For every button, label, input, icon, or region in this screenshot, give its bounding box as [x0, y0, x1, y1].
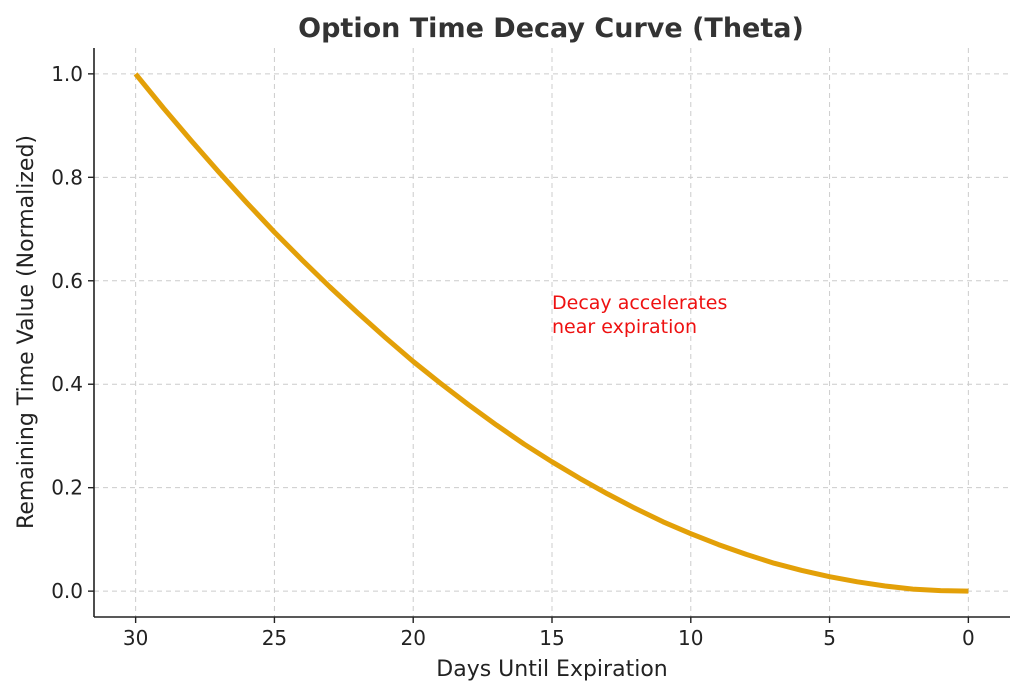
x-tick-label: 20 — [400, 626, 425, 650]
y-tick-label: 0.4 — [51, 372, 83, 396]
x-tick-label: 0 — [962, 626, 975, 650]
y-axis-label: Remaining Time Value (Normalized) — [14, 135, 39, 529]
x-tick-label: 30 — [123, 626, 148, 650]
x-axis-label: Days Until Expiration — [436, 657, 667, 682]
chart-title: Option Time Decay Curve (Theta) — [298, 13, 804, 44]
annotation-line-2: near expiration — [552, 316, 697, 338]
x-tick-label: 25 — [262, 626, 287, 650]
x-tick-label: 10 — [678, 626, 703, 650]
x-tick-label: 15 — [539, 626, 564, 650]
y-tick-label: 0.6 — [51, 269, 83, 293]
x-tick-label: 5 — [823, 626, 836, 650]
ticks: 30 25 20 15 10 5 0 0.0 0.2 0.4 0.6 0.8 1.0 — [51, 62, 975, 650]
y-tick-label: 0.8 — [51, 165, 83, 189]
y-tick-label: 0.0 — [51, 579, 83, 603]
annotation-line-1: Decay accelerates — [552, 292, 727, 314]
y-tick-label: 0.2 — [51, 476, 83, 500]
y-tick-label: 1.0 — [51, 62, 83, 86]
